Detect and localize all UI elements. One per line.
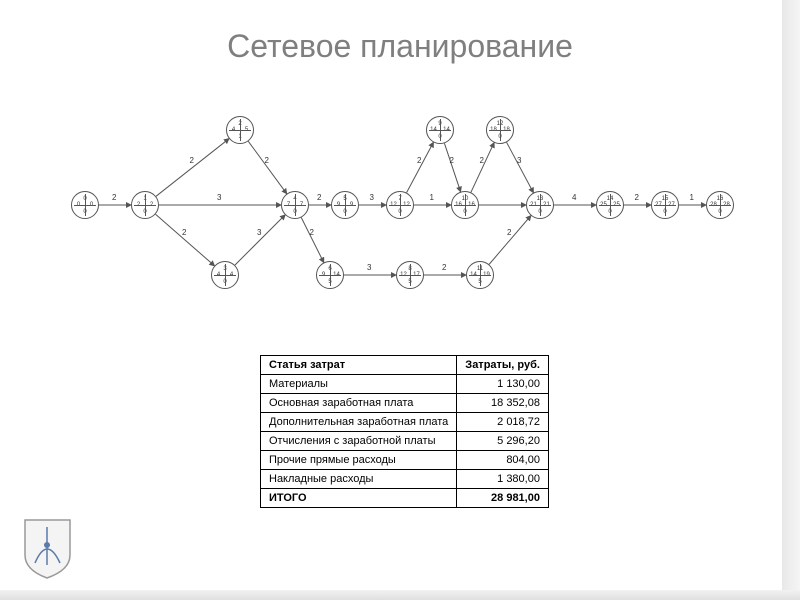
network-node-12: 1218180 (486, 116, 514, 144)
edge-label: 3 (217, 193, 221, 202)
cost-value: 1 380,00 (457, 470, 549, 489)
cost-value: 804,00 (457, 451, 549, 470)
network-node-14: 1425250 (596, 191, 624, 219)
edge-label: 3 (370, 193, 374, 202)
cost-value: 1 130,00 (457, 375, 549, 394)
cost-value: 5 296,20 (457, 432, 549, 451)
edge-label: 4 (572, 193, 576, 202)
cost-item: Отчисления с заработной платы (261, 432, 457, 451)
edge-label: 1 (430, 193, 434, 202)
edge-label: 2 (442, 263, 446, 272)
network-node-3: 3440 (211, 261, 239, 289)
network-node-8: 812175 (396, 261, 424, 289)
cost-value: 2 018,72 (457, 413, 549, 432)
table-row: Прочие прямые расходы804,00 (261, 451, 549, 470)
network-node-9: 914140 (426, 116, 454, 144)
total-value: 28 981,00 (457, 489, 549, 508)
network-node-16: 1628280 (706, 191, 734, 219)
edge-label: 2 (635, 193, 639, 202)
edge-label: 2 (507, 228, 511, 237)
network-diagram: 0000 1220 2451 3440 4770 5990 69145 712120 81217… (70, 110, 745, 320)
network-node-13: 1321210 (526, 191, 554, 219)
network-node-4: 4770 (281, 191, 309, 219)
edge-label: 3 (517, 156, 521, 165)
cost-value: 18 352,08 (457, 394, 549, 413)
table-total-row: ИТОГО28 981,00 (261, 489, 549, 508)
table-row: Накладные расходы1 380,00 (261, 470, 549, 489)
edge-label: 2 (265, 156, 269, 165)
network-node-1: 1220 (131, 191, 159, 219)
edge-label: 2 (480, 156, 484, 165)
edge-label: 2 (417, 156, 421, 165)
network-node-6: 69145 (316, 261, 344, 289)
network-node-5: 5990 (331, 191, 359, 219)
table-row: Дополнительная заработная плата2 018,72 (261, 413, 549, 432)
page-title: Сетевое планирование (0, 0, 800, 65)
network-node-7: 712120 (386, 191, 414, 219)
cost-item: Накладные расходы (261, 470, 457, 489)
edge-label: 1 (690, 193, 694, 202)
col-item: Статья затрат (261, 356, 457, 375)
cost-item: Материалы (261, 375, 457, 394)
cost-item: Прочие прямые расходы (261, 451, 457, 470)
col-cost: Затраты, руб. (457, 356, 549, 375)
table-row: Основная заработная плата18 352,08 (261, 394, 549, 413)
edge-label: 2 (190, 156, 194, 165)
edge-label: 2 (310, 228, 314, 237)
table-row: Отчисления с заработной платы5 296,20 (261, 432, 549, 451)
decor-stripe-bottom (0, 590, 800, 600)
logo-shield-icon (20, 515, 75, 580)
edge-label: 2 (182, 228, 186, 237)
network-node-10: 1016160 (451, 191, 479, 219)
table-header-row: Статья затрат Затраты, руб. (261, 356, 549, 375)
table-row: Материалы1 130,00 (261, 375, 549, 394)
cost-table: Статья затрат Затраты, руб. Материалы1 1… (260, 355, 549, 508)
edge-label: 2 (112, 193, 116, 202)
total-label: ИТОГО (261, 489, 457, 508)
cost-item: Дополнительная заработная плата (261, 413, 457, 432)
network-node-0: 0000 (71, 191, 99, 219)
edge-label: 2 (450, 156, 454, 165)
edge-label: 3 (367, 263, 371, 272)
edge-label: 3 (257, 228, 261, 237)
network-node-11: 1114195 (466, 261, 494, 289)
edge-label: 2 (317, 193, 321, 202)
decor-stripe-right (782, 0, 800, 600)
network-node-2: 2451 (226, 116, 254, 144)
network-node-15: 1527270 (651, 191, 679, 219)
cost-item: Основная заработная плата (261, 394, 457, 413)
